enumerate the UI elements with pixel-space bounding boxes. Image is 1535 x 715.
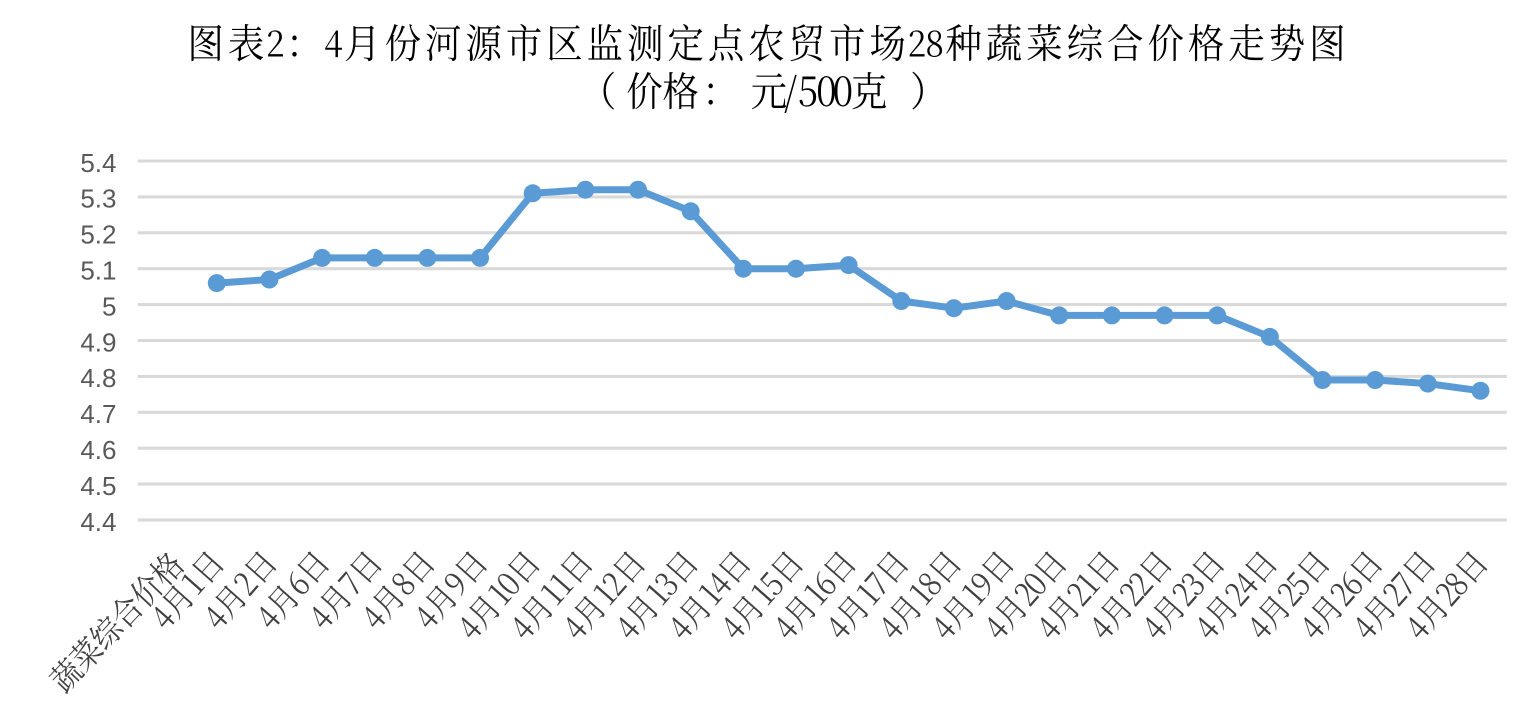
svg-text:4.8: 4.8 bbox=[80, 363, 116, 393]
svg-text:4.7: 4.7 bbox=[80, 399, 116, 429]
svg-text:4.4: 4.4 bbox=[80, 507, 116, 537]
svg-text:5.3: 5.3 bbox=[80, 184, 116, 214]
svg-text:4.6: 4.6 bbox=[80, 435, 116, 465]
svg-text:5: 5 bbox=[102, 291, 116, 321]
svg-text:4.5: 4.5 bbox=[80, 471, 116, 501]
svg-text:4.9: 4.9 bbox=[80, 327, 116, 357]
svg-text:5.2: 5.2 bbox=[80, 220, 116, 250]
svg-text:5.1: 5.1 bbox=[80, 256, 116, 286]
svg-text:5.4: 5.4 bbox=[80, 148, 116, 178]
